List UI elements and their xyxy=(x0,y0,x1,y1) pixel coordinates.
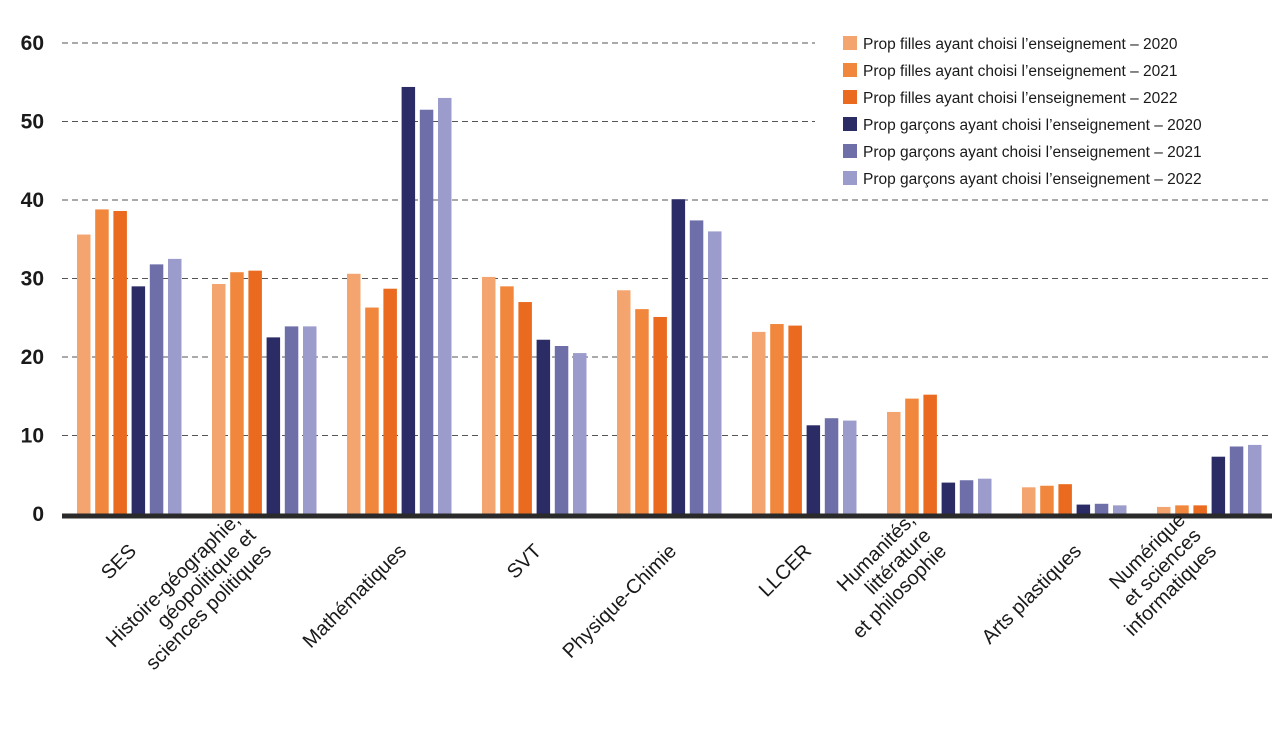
y-tick-label: 50 xyxy=(21,111,44,134)
bar xyxy=(788,325,802,514)
bar xyxy=(806,425,821,514)
bar xyxy=(1248,444,1262,514)
bar xyxy=(303,326,317,514)
bar xyxy=(617,290,631,514)
bar xyxy=(1058,484,1072,514)
category-label-line: Physique-Chimie xyxy=(559,540,681,662)
y-tick-label: 30 xyxy=(21,268,44,291)
category-label-line: SES xyxy=(97,540,141,584)
category-label: Arts plastiques xyxy=(978,540,1086,648)
category-label: LLCER xyxy=(755,540,816,601)
category-label: Mathématiques xyxy=(299,540,411,652)
legend-label: Prop garçons ayant choisi l’enseignement… xyxy=(863,117,1202,134)
category-label-line: Arts plastiques xyxy=(978,540,1086,648)
category-label: Histoire-géographie,géopolitique etscien… xyxy=(102,509,276,674)
bar xyxy=(536,339,551,514)
bar xyxy=(708,231,722,514)
y-axis-ticks: 0 10 20 30 40 50 60 xyxy=(21,32,44,526)
bar xyxy=(168,258,182,514)
bar xyxy=(689,220,704,514)
legend: Prop filles ayant choisi l’enseignement … xyxy=(818,28,1276,198)
bar xyxy=(438,97,452,514)
bar xyxy=(482,276,496,514)
category-label-line: Mathématiques xyxy=(299,540,411,652)
bar xyxy=(1211,456,1226,514)
legend-label: Prop garçons ayant choisi l’enseignement… xyxy=(863,171,1202,188)
bar xyxy=(1022,487,1036,514)
y-tick-label: 60 xyxy=(21,32,44,55)
bar xyxy=(752,331,766,514)
bars xyxy=(77,86,1262,515)
legend-label: Prop garçons ayant choisi l’enseignement… xyxy=(863,144,1202,161)
bar xyxy=(500,286,514,514)
category-label-line: LLCER xyxy=(755,540,816,601)
legend-swatch xyxy=(843,90,857,104)
y-tick-label: 20 xyxy=(21,346,44,369)
bar xyxy=(1076,504,1091,514)
legend-label: Prop filles ayant choisi l’enseignement … xyxy=(863,63,1178,80)
bar xyxy=(941,482,956,514)
bar xyxy=(1157,506,1171,514)
legend-swatch xyxy=(843,36,857,50)
bar xyxy=(419,109,434,514)
bar xyxy=(248,270,262,514)
y-tick-label: 0 xyxy=(32,503,44,526)
legend-label: Prop filles ayant choisi l’enseignement … xyxy=(863,36,1178,53)
category-label: Physique-Chimie xyxy=(559,540,681,662)
bar xyxy=(1040,485,1054,514)
y-tick-label: 10 xyxy=(21,425,44,448)
bar xyxy=(1113,505,1127,514)
bar xyxy=(284,326,299,514)
bar xyxy=(824,418,839,514)
bar xyxy=(230,272,244,514)
bar xyxy=(383,288,397,514)
legend-swatch xyxy=(843,117,857,131)
bar xyxy=(77,234,91,515)
category-label-line: SVT xyxy=(503,540,546,583)
legend-swatch xyxy=(843,144,857,158)
bar xyxy=(573,353,587,514)
legend-background xyxy=(818,28,1276,198)
bar xyxy=(518,302,532,514)
bar xyxy=(653,316,667,514)
bar xyxy=(113,210,127,515)
bar xyxy=(401,86,416,515)
bar xyxy=(959,480,974,514)
legend-label: Prop filles ayant choisi l’enseignement … xyxy=(863,90,1178,107)
category-label: SES xyxy=(97,540,141,584)
y-tick-label: 40 xyxy=(21,189,44,212)
category-label: SVT xyxy=(503,540,546,583)
bar xyxy=(923,394,937,514)
bar xyxy=(365,307,379,514)
bar xyxy=(1193,505,1207,514)
bar xyxy=(149,264,164,514)
bar xyxy=(978,478,992,514)
bar xyxy=(554,346,569,514)
bar xyxy=(131,286,146,514)
bar xyxy=(671,199,686,514)
bar xyxy=(95,209,109,515)
bar xyxy=(1175,505,1189,514)
bar xyxy=(770,324,784,514)
bar xyxy=(905,398,919,514)
bar xyxy=(887,411,901,514)
bar xyxy=(635,309,649,514)
bar xyxy=(266,337,281,514)
legend-swatch xyxy=(843,63,857,77)
bar xyxy=(1094,503,1109,514)
bar xyxy=(347,273,361,514)
legend-swatch xyxy=(843,171,857,185)
bar xyxy=(843,420,857,514)
bar xyxy=(1229,446,1244,514)
bar xyxy=(212,283,226,514)
